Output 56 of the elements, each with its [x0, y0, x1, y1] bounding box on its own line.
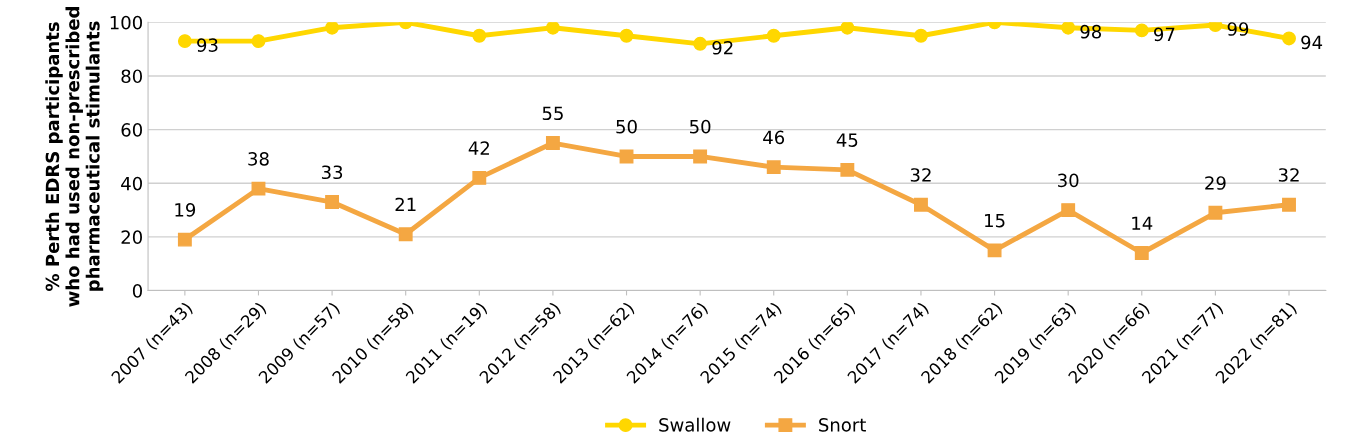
data-label: 19 [175, 202, 196, 217]
point [472, 170, 487, 185]
y-axis-title: % Perth EDRS participants who had used non-prescribed pharmaceutical stimulants [45, 7, 104, 307]
point [1061, 22, 1076, 35]
y-tick-label: 80 [121, 69, 142, 84]
data-label: 30 [1058, 173, 1079, 188]
point [1061, 203, 1076, 218]
data-label: 21 [395, 197, 416, 212]
point [766, 160, 781, 175]
point [914, 28, 928, 43]
point [177, 232, 192, 247]
data-label: 32 [1278, 168, 1299, 182]
point [766, 28, 781, 43]
point [251, 34, 266, 49]
data-label: 45 [836, 133, 858, 147]
y-tick-label: 60 [121, 123, 142, 137]
point [840, 162, 855, 177]
point [177, 34, 192, 49]
data-label: 32 [910, 168, 931, 182]
data-label: 94 [1301, 35, 1323, 50]
y-tick-label: 40 [121, 176, 142, 191]
point [1134, 23, 1149, 38]
data-label: 92 [712, 40, 733, 55]
data-label: 46 [763, 130, 785, 145]
data-label: 55 [542, 106, 563, 121]
data-label: 14 [1132, 216, 1153, 230]
y-tick-label: 0 [132, 284, 142, 298]
point [914, 197, 928, 212]
legend-label: Snort [819, 418, 866, 432]
data-label: 15 [985, 213, 1005, 228]
data-label: 97 [1154, 27, 1175, 42]
point [1134, 246, 1149, 260]
point [325, 195, 340, 209]
point [619, 28, 634, 43]
point [545, 22, 560, 35]
point [325, 22, 340, 35]
data-label: 50 [690, 119, 711, 134]
point [693, 36, 708, 51]
data-label: 38 [248, 152, 269, 166]
data-label: 42 [468, 141, 489, 155]
point [1282, 197, 1296, 212]
data-label: 29 [1205, 176, 1226, 190]
point [693, 149, 708, 164]
data-label: 33 [321, 165, 343, 180]
legend-label: Swallow [659, 417, 731, 432]
point [398, 227, 413, 242]
point [251, 181, 266, 196]
point [840, 22, 855, 35]
y-tick-label: 100 [110, 15, 142, 30]
point [987, 243, 1002, 258]
point [472, 28, 487, 43]
data-label: 50 [616, 119, 637, 134]
point [1282, 31, 1296, 46]
point [1208, 205, 1223, 220]
point [545, 136, 560, 150]
y-tick-label: 20 [121, 230, 142, 245]
